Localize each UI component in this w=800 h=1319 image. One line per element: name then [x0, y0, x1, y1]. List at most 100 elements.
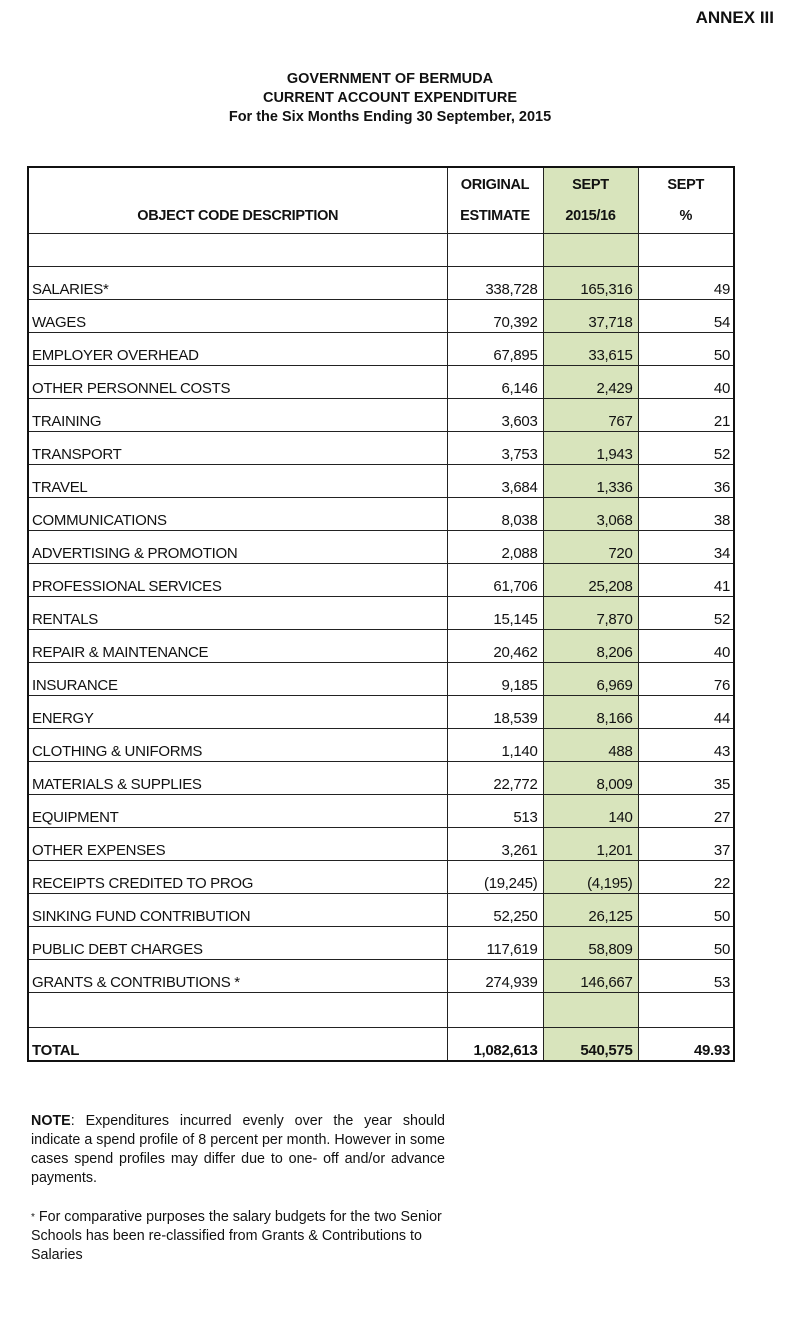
- description-cell: OTHER PERSONNEL COSTS: [27, 365, 448, 399]
- sept-actual-cell: 767: [542, 398, 639, 432]
- description-cell: EMPLOYER OVERHEAD: [27, 332, 448, 366]
- sept-percent-cell: 21: [637, 398, 735, 432]
- original-estimate-cell: 2,088: [446, 530, 544, 564]
- sept-percent-cell: 76: [637, 662, 735, 696]
- sept-actual-cell: (4,195): [542, 860, 639, 894]
- sept-actual-cell: 37,718: [542, 299, 639, 333]
- sept-percent-cell: 40: [637, 629, 735, 663]
- sept-percent-cell: 40: [637, 365, 735, 399]
- sept-percent-cell: 52: [637, 431, 735, 465]
- description-cell: ADVERTISING & PROMOTION: [27, 530, 448, 564]
- original-estimate-cell: 6,146: [446, 365, 544, 399]
- original-estimate-cell: 338,728: [446, 266, 544, 300]
- title-report: CURRENT ACCOUNT EXPENDITURE: [262, 90, 518, 106]
- table-row: RECEIPTS CREDITED TO PROG (19,245) (4,195)…: [27, 860, 735, 894]
- sept-actual-cell: 1,943: [542, 431, 639, 465]
- description-cell: PROFESSIONAL SERVICES: [27, 563, 448, 597]
- note-label: NOTE: [31, 1113, 71, 1129]
- sept-actual-cell: 1,201: [542, 827, 639, 861]
- sept-actual-cell: 3,068: [542, 497, 639, 531]
- sept-percent-cell: 41: [637, 563, 735, 597]
- description-cell: SALARIES*: [27, 266, 448, 300]
- table-row: TRAVEL 3,684 1,336 36: [27, 464, 735, 498]
- sept-percent-cell: 43: [637, 728, 735, 762]
- sept-actual-cell: 1,336: [542, 464, 639, 498]
- original-estimate-cell: 3,261: [446, 827, 544, 861]
- blank-row: [27, 233, 735, 267]
- header-sept-actual: SEPT 2015/16: [542, 166, 639, 234]
- original-estimate-cell: 9,185: [446, 662, 544, 696]
- table-row: SALARIES* 338,728 165,316 49: [27, 266, 735, 300]
- blank-row: [27, 992, 735, 1028]
- sept-actual-cell: 8,166: [542, 695, 639, 729]
- table-row: CLOTHING & UNIFORMS 1,140 488 43: [27, 728, 735, 762]
- table-row: OTHER EXPENSES 3,261 1,201 37: [27, 827, 735, 861]
- table-row: COMMUNICATIONS 8,038 3,068 38: [27, 497, 735, 531]
- sept-actual-cell: 6,969: [542, 662, 639, 696]
- expenditure-table: OBJECT CODE DESCRIPTION ORIGINAL ESTIMATE…: [27, 166, 735, 1062]
- original-estimate-cell: 3,603: [446, 398, 544, 432]
- header-description: OBJECT CODE DESCRIPTION: [27, 166, 448, 234]
- description-cell: TRANSPORT: [27, 431, 448, 465]
- original-estimate-cell: 117,619: [446, 926, 544, 960]
- title-period: For the Six Months Ending 30 September, …: [228, 109, 552, 125]
- sept-actual-cell: 140: [542, 794, 639, 828]
- footnote-text: For comparative purposes the salary budg…: [31, 1209, 442, 1263]
- table-row: PROFESSIONAL SERVICES 61,706 25,208 41: [27, 563, 735, 597]
- sept-percent-cell: 50: [637, 926, 735, 960]
- sept-percent-cell: 22: [637, 860, 735, 894]
- sept-actual-cell: 58,809: [542, 926, 639, 960]
- sept-percent-cell: 27: [637, 794, 735, 828]
- description-cell: SINKING FUND CONTRIBUTION: [27, 893, 448, 927]
- description-cell: TRAVEL: [27, 464, 448, 498]
- sept-actual-cell: 7,870: [542, 596, 639, 630]
- sept-percent-cell: 36: [637, 464, 735, 498]
- table-row: ADVERTISING & PROMOTION 2,088 720 34: [27, 530, 735, 564]
- note-text: : Expenditures incurred evenly over the …: [31, 1113, 445, 1186]
- description-cell: INSURANCE: [27, 662, 448, 696]
- table-row: WAGES 70,392 37,718 54: [27, 299, 735, 333]
- sept-actual-cell: 25,208: [542, 563, 639, 597]
- header-original-estimate: ORIGINAL ESTIMATE: [446, 166, 544, 234]
- annex-label: ANNEX III: [695, 8, 774, 27]
- original-estimate-cell: 513: [446, 794, 544, 828]
- description-cell: TRAINING: [27, 398, 448, 432]
- sept-actual-cell: 2,429: [542, 365, 639, 399]
- table-row: REPAIR & MAINTENANCE 20,462 8,206 40: [27, 629, 735, 663]
- sept-percent-cell: 50: [637, 332, 735, 366]
- original-estimate-cell: 3,684: [446, 464, 544, 498]
- sept-actual-cell: 146,667: [542, 959, 639, 993]
- table-row: INSURANCE 9,185 6,969 76: [27, 662, 735, 696]
- description-cell: COMMUNICATIONS: [27, 497, 448, 531]
- table-row: RENTALS 15,145 7,870 52: [27, 596, 735, 630]
- table-row: EQUIPMENT 513 140 27: [27, 794, 735, 828]
- table-row: TRANSPORT 3,753 1,943 52: [27, 431, 735, 465]
- original-estimate-cell: 274,939: [446, 959, 544, 993]
- sept-actual-cell: 540,575: [542, 1027, 639, 1062]
- description-cell: TOTAL: [27, 1027, 448, 1062]
- description-cell: REPAIR & MAINTENANCE: [27, 629, 448, 663]
- sept-percent-cell: 52: [637, 596, 735, 630]
- table-row: MATERIALS & SUPPLIES 22,772 8,009 35: [27, 761, 735, 795]
- table-row: GRANTS & CONTRIBUTIONS * 274,939 146,667 53: [27, 959, 735, 993]
- description-cell: ENERGY: [27, 695, 448, 729]
- table-row: OTHER PERSONNEL COSTS 6,146 2,429 40: [27, 365, 735, 399]
- original-estimate-cell: 3,753: [446, 431, 544, 465]
- table-row: SINKING FUND CONTRIBUTION 52,250 26,125 50: [27, 893, 735, 927]
- sept-percent-cell: 49: [637, 266, 735, 300]
- original-estimate-cell: 1,082,613: [446, 1027, 544, 1062]
- table-row: PUBLIC DEBT CHARGES 117,619 58,809 50: [27, 926, 735, 960]
- description-cell: EQUIPMENT: [27, 794, 448, 828]
- original-estimate-cell: 67,895: [446, 332, 544, 366]
- document-titles: GOVERNMENT OF BERMUDA CURRENT ACCOUNT EX…: [0, 70, 780, 127]
- title-government: GOVERNMENT OF BERMUDA: [286, 71, 494, 87]
- sept-percent-cell: 49.93: [637, 1027, 735, 1062]
- sept-percent-cell: 37: [637, 827, 735, 861]
- sept-percent-cell: 35: [637, 761, 735, 795]
- sept-actual-cell: 26,125: [542, 893, 639, 927]
- footnote: * For comparative purposes the salary bu…: [31, 1208, 445, 1265]
- original-estimate-cell: 8,038: [446, 497, 544, 531]
- original-estimate-cell: 20,462: [446, 629, 544, 663]
- sept-actual-cell: 33,615: [542, 332, 639, 366]
- description-cell: GRANTS & CONTRIBUTIONS *: [27, 959, 448, 993]
